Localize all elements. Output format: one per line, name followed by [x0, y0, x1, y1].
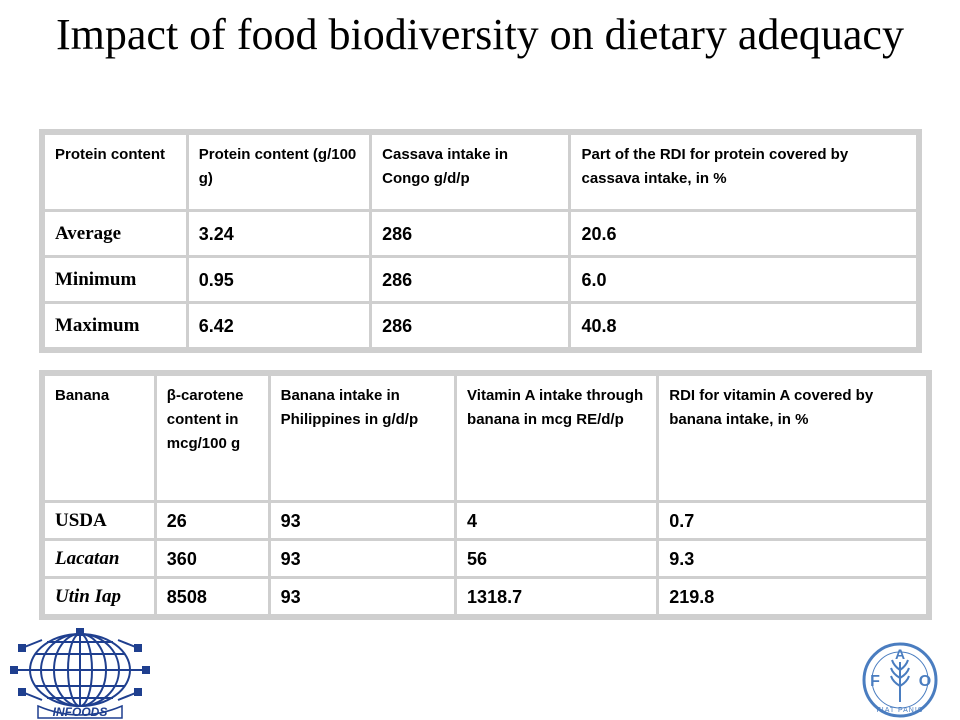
table-header-cell: Banana: [42, 373, 157, 503]
table-cell: 0.7: [656, 500, 929, 541]
table-header-cell: Protein content (g/100 g): [185, 132, 373, 212]
table-cell: 93: [267, 576, 458, 617]
fao-letter: A: [895, 646, 905, 662]
table-cell: 40.8: [568, 301, 919, 350]
table-cell: 286: [369, 209, 572, 258]
infoods-label: INFOODS: [53, 705, 108, 719]
fao-motto: FIAT PANIS: [877, 707, 924, 714]
table-cell: 360: [153, 538, 271, 579]
row-label: Minimum: [42, 255, 189, 304]
fao-letter: O: [919, 673, 931, 690]
table-header-cell: Part of the RDI for protein covered by c…: [568, 132, 919, 212]
table-cell: 286: [369, 301, 572, 350]
table-row: USDA 26 93 4 0.7: [42, 500, 929, 541]
table-row: Average 3.24 286 20.6: [42, 209, 919, 258]
banana-table: Banana β-carotene content in mcg/100 g B…: [39, 370, 932, 620]
table-header-cell: Protein content: [42, 132, 189, 212]
row-label: USDA: [42, 500, 157, 541]
table-cell: 286: [369, 255, 572, 304]
protein-table: Protein content Protein content (g/100 g…: [39, 129, 922, 353]
table-row: Lacatan 360 93 56 9.3: [42, 538, 929, 579]
fao-logo: F A O FIAT PANIS: [862, 642, 938, 718]
fao-letter: F: [870, 673, 880, 690]
table-header-cell: β-carotene content in mcg/100 g: [153, 373, 271, 503]
table-cell: 20.6: [568, 209, 919, 258]
table-row: Utin Iap 8508 93 1318.7 219.8: [42, 576, 929, 617]
table-row: Maximum 6.42 286 40.8: [42, 301, 919, 350]
table-cell: 0.95: [185, 255, 373, 304]
table-header-cell: Banana intake in Philippines in g/d/p: [267, 373, 458, 503]
table-cell: 6.0: [568, 255, 919, 304]
page-title: Impact of food biodiversity on dietary a…: [56, 10, 904, 59]
table-cell: 4: [454, 500, 660, 541]
table-cell: 9.3: [656, 538, 929, 579]
table-cell: 6.42: [185, 301, 373, 350]
row-label: Average: [42, 209, 189, 258]
table-cell: 1318.7: [454, 576, 660, 617]
table-cell: 93: [267, 538, 458, 579]
table-cell: 26: [153, 500, 271, 541]
table-row: Minimum 0.95 286 6.0: [42, 255, 919, 304]
table-cell: 219.8: [656, 576, 929, 617]
table-header-row: Banana β-carotene content in mcg/100 g B…: [42, 373, 929, 503]
table-header-cell: RDI for vitamin A covered by banana inta…: [656, 373, 929, 503]
row-label: Lacatan: [42, 538, 157, 579]
table-header-cell: Cassava intake in Congo g/d/p: [369, 132, 572, 212]
table-cell: 3.24: [185, 209, 373, 258]
table-cell: 56: [454, 538, 660, 579]
table-header-row: Protein content Protein content (g/100 g…: [42, 132, 919, 212]
table-cell: 8508: [153, 576, 271, 617]
row-label: Maximum: [42, 301, 189, 350]
table-cell: 93: [267, 500, 458, 541]
table-header-cell: Vitamin A intake through banana in mcg R…: [454, 373, 660, 503]
row-label: Utin Iap: [42, 576, 157, 617]
infoods-logo: INFOODS: [10, 628, 150, 719]
